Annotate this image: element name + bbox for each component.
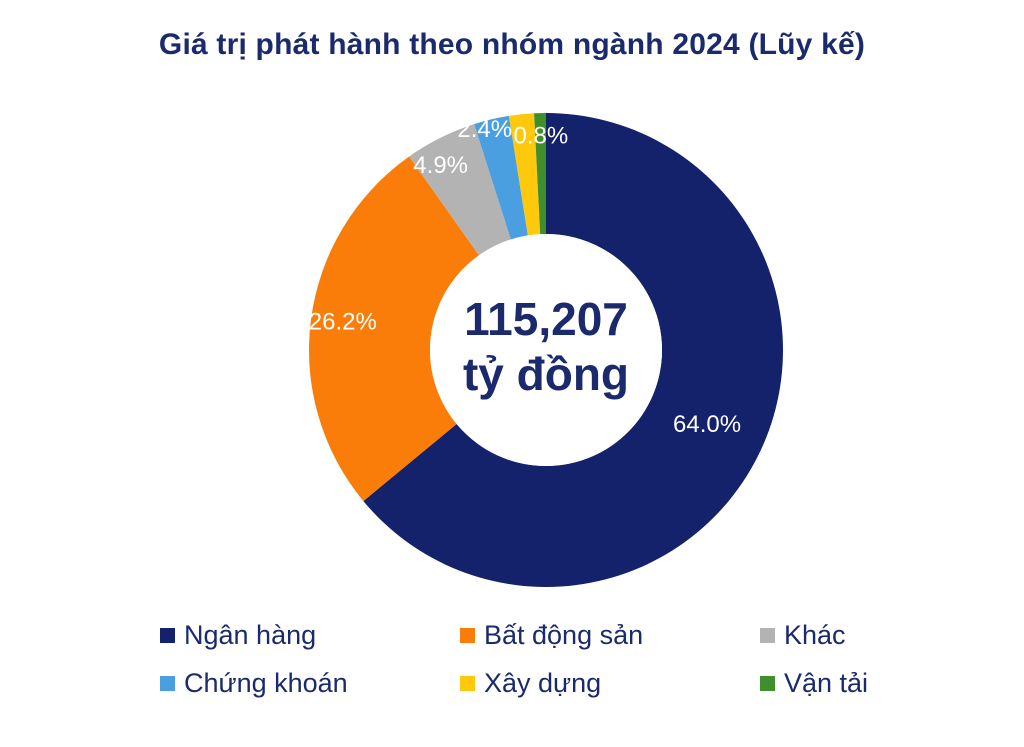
- legend-swatch: [160, 675, 175, 691]
- legend: Ngân hàng Bất động sản Khác Chứng khoán …: [160, 620, 920, 698]
- legend-label: Chứng khoán: [184, 667, 348, 698]
- chart-title: Giá trị phát hành theo nhóm ngành 2024 (…: [158, 28, 866, 61]
- slice-5: [534, 113, 546, 235]
- legend-item-ngan-hang: Ngân hàng: [160, 620, 460, 650]
- slice-labels-group: 64.0% 26.2% 4.9% 2.4% 1.7% 0.8%: [309, 64, 741, 439]
- slice-label-5: 0.8%: [513, 122, 568, 149]
- slice-label-0: 64.0%: [673, 411, 741, 438]
- legend-label: Ngân hàng: [184, 619, 317, 650]
- legend-swatch: [460, 627, 475, 643]
- legend-item-chung-khoan: Chứng khoán: [160, 668, 460, 698]
- slice-0: [363, 113, 783, 588]
- legend-item-van-tai: Vận tải: [760, 668, 920, 698]
- legend-label: Bất động sản: [484, 619, 644, 650]
- legend-swatch: [760, 675, 775, 691]
- center-total-value: 115,207: [464, 293, 628, 345]
- legend-swatch: [760, 627, 775, 643]
- legend-item-xay-dung: Xây dựng: [460, 668, 760, 698]
- slice-1: [309, 156, 480, 502]
- legend-label: Vận tải: [784, 667, 869, 698]
- slice-2: [409, 124, 511, 256]
- slices-group: [309, 113, 783, 588]
- legend-label: Xây dựng: [484, 667, 602, 698]
- legend-swatch: [160, 627, 175, 643]
- slice-label-4: 1.7%: [495, 64, 550, 91]
- center-total-unit: tỷ đồng: [463, 348, 629, 400]
- slice-label-2: 4.9%: [413, 152, 468, 179]
- slice-label-1: 26.2%: [309, 308, 377, 335]
- slice-3: [474, 115, 528, 240]
- donut-hole: [430, 234, 662, 466]
- legend-label: Khác: [784, 619, 846, 650]
- legend-swatch: [460, 675, 475, 691]
- slice-label-3: 2.4%: [457, 116, 512, 143]
- legend-item-khac: Khác: [760, 620, 920, 650]
- legend-item-bat-dong-san: Bất động sản: [460, 620, 760, 650]
- slice-4: [508, 113, 541, 236]
